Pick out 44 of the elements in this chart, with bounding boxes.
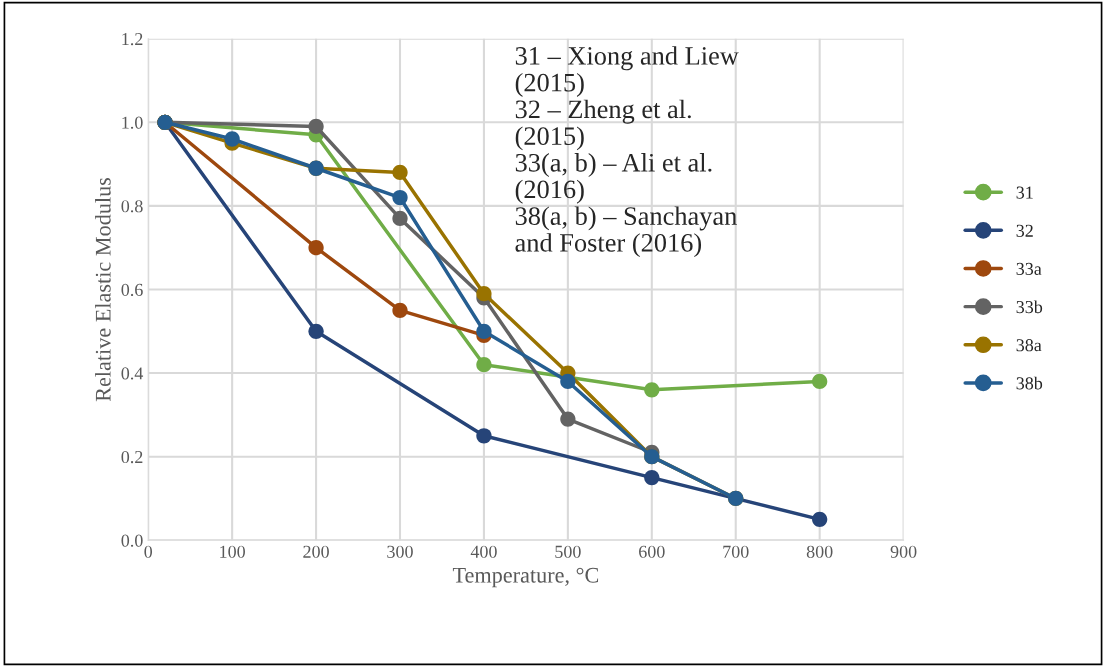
x-tick-label: 200: [303, 545, 329, 558]
x-tick-label: 100: [220, 545, 245, 558]
y-tick-label: 1.2: [122, 32, 143, 46]
x-tick-label: 600: [639, 545, 665, 558]
point: [560, 373, 576, 390]
legend-label: 31: [1016, 186, 1033, 199]
x-tick-label: 400: [470, 545, 497, 558]
x-tick-label: 700: [723, 545, 749, 558]
x-tick-label: 0: [144, 545, 153, 558]
y-tick-label: 0.2: [121, 450, 143, 464]
point: [812, 511, 828, 528]
legend-label: 32: [1016, 224, 1033, 237]
point: [476, 428, 492, 444]
point: [644, 469, 660, 486]
x-axis-title: Temperature, °C: [452, 567, 599, 588]
legend-label: 33a: [1016, 262, 1042, 275]
point: [392, 164, 408, 181]
point: [392, 210, 408, 227]
point: [476, 323, 492, 339]
point: [560, 411, 576, 427]
annotation: 31 – Xiong and Liew (2015) 32 – Zheng et al. (2015) 33(a, b) – Ali et al. (2016) 38(a, b) – Sanchayan and Foster (2016): [515, 46, 739, 258]
point: [308, 323, 324, 339]
y-tick-label: 0.6: [121, 283, 143, 296]
point: [644, 382, 660, 398]
point: [476, 286, 492, 302]
point: [392, 189, 408, 206]
y-tick-label: 0.0: [121, 534, 143, 547]
point: [224, 131, 240, 147]
y-tick-label: 1.0: [122, 116, 143, 129]
point: [308, 240, 324, 256]
legend-label: 38a: [1016, 339, 1042, 352]
y-axis-title: Relative Elastic Modulus: [95, 177, 111, 402]
legend-label: 38b: [1016, 376, 1043, 390]
point: [812, 373, 828, 390]
x-tick-label: 500: [555, 545, 581, 558]
legend-label: 33b: [1016, 300, 1043, 314]
x-tick-label: 900: [890, 545, 917, 558]
x-tick-label: 300: [387, 545, 413, 558]
y-tick-label: 0.8: [121, 200, 143, 213]
x-tick-label: 800: [806, 545, 833, 558]
y-tick-label: 0.4: [121, 367, 144, 380]
point: [392, 302, 408, 319]
point: [476, 357, 492, 373]
point: [308, 118, 324, 135]
